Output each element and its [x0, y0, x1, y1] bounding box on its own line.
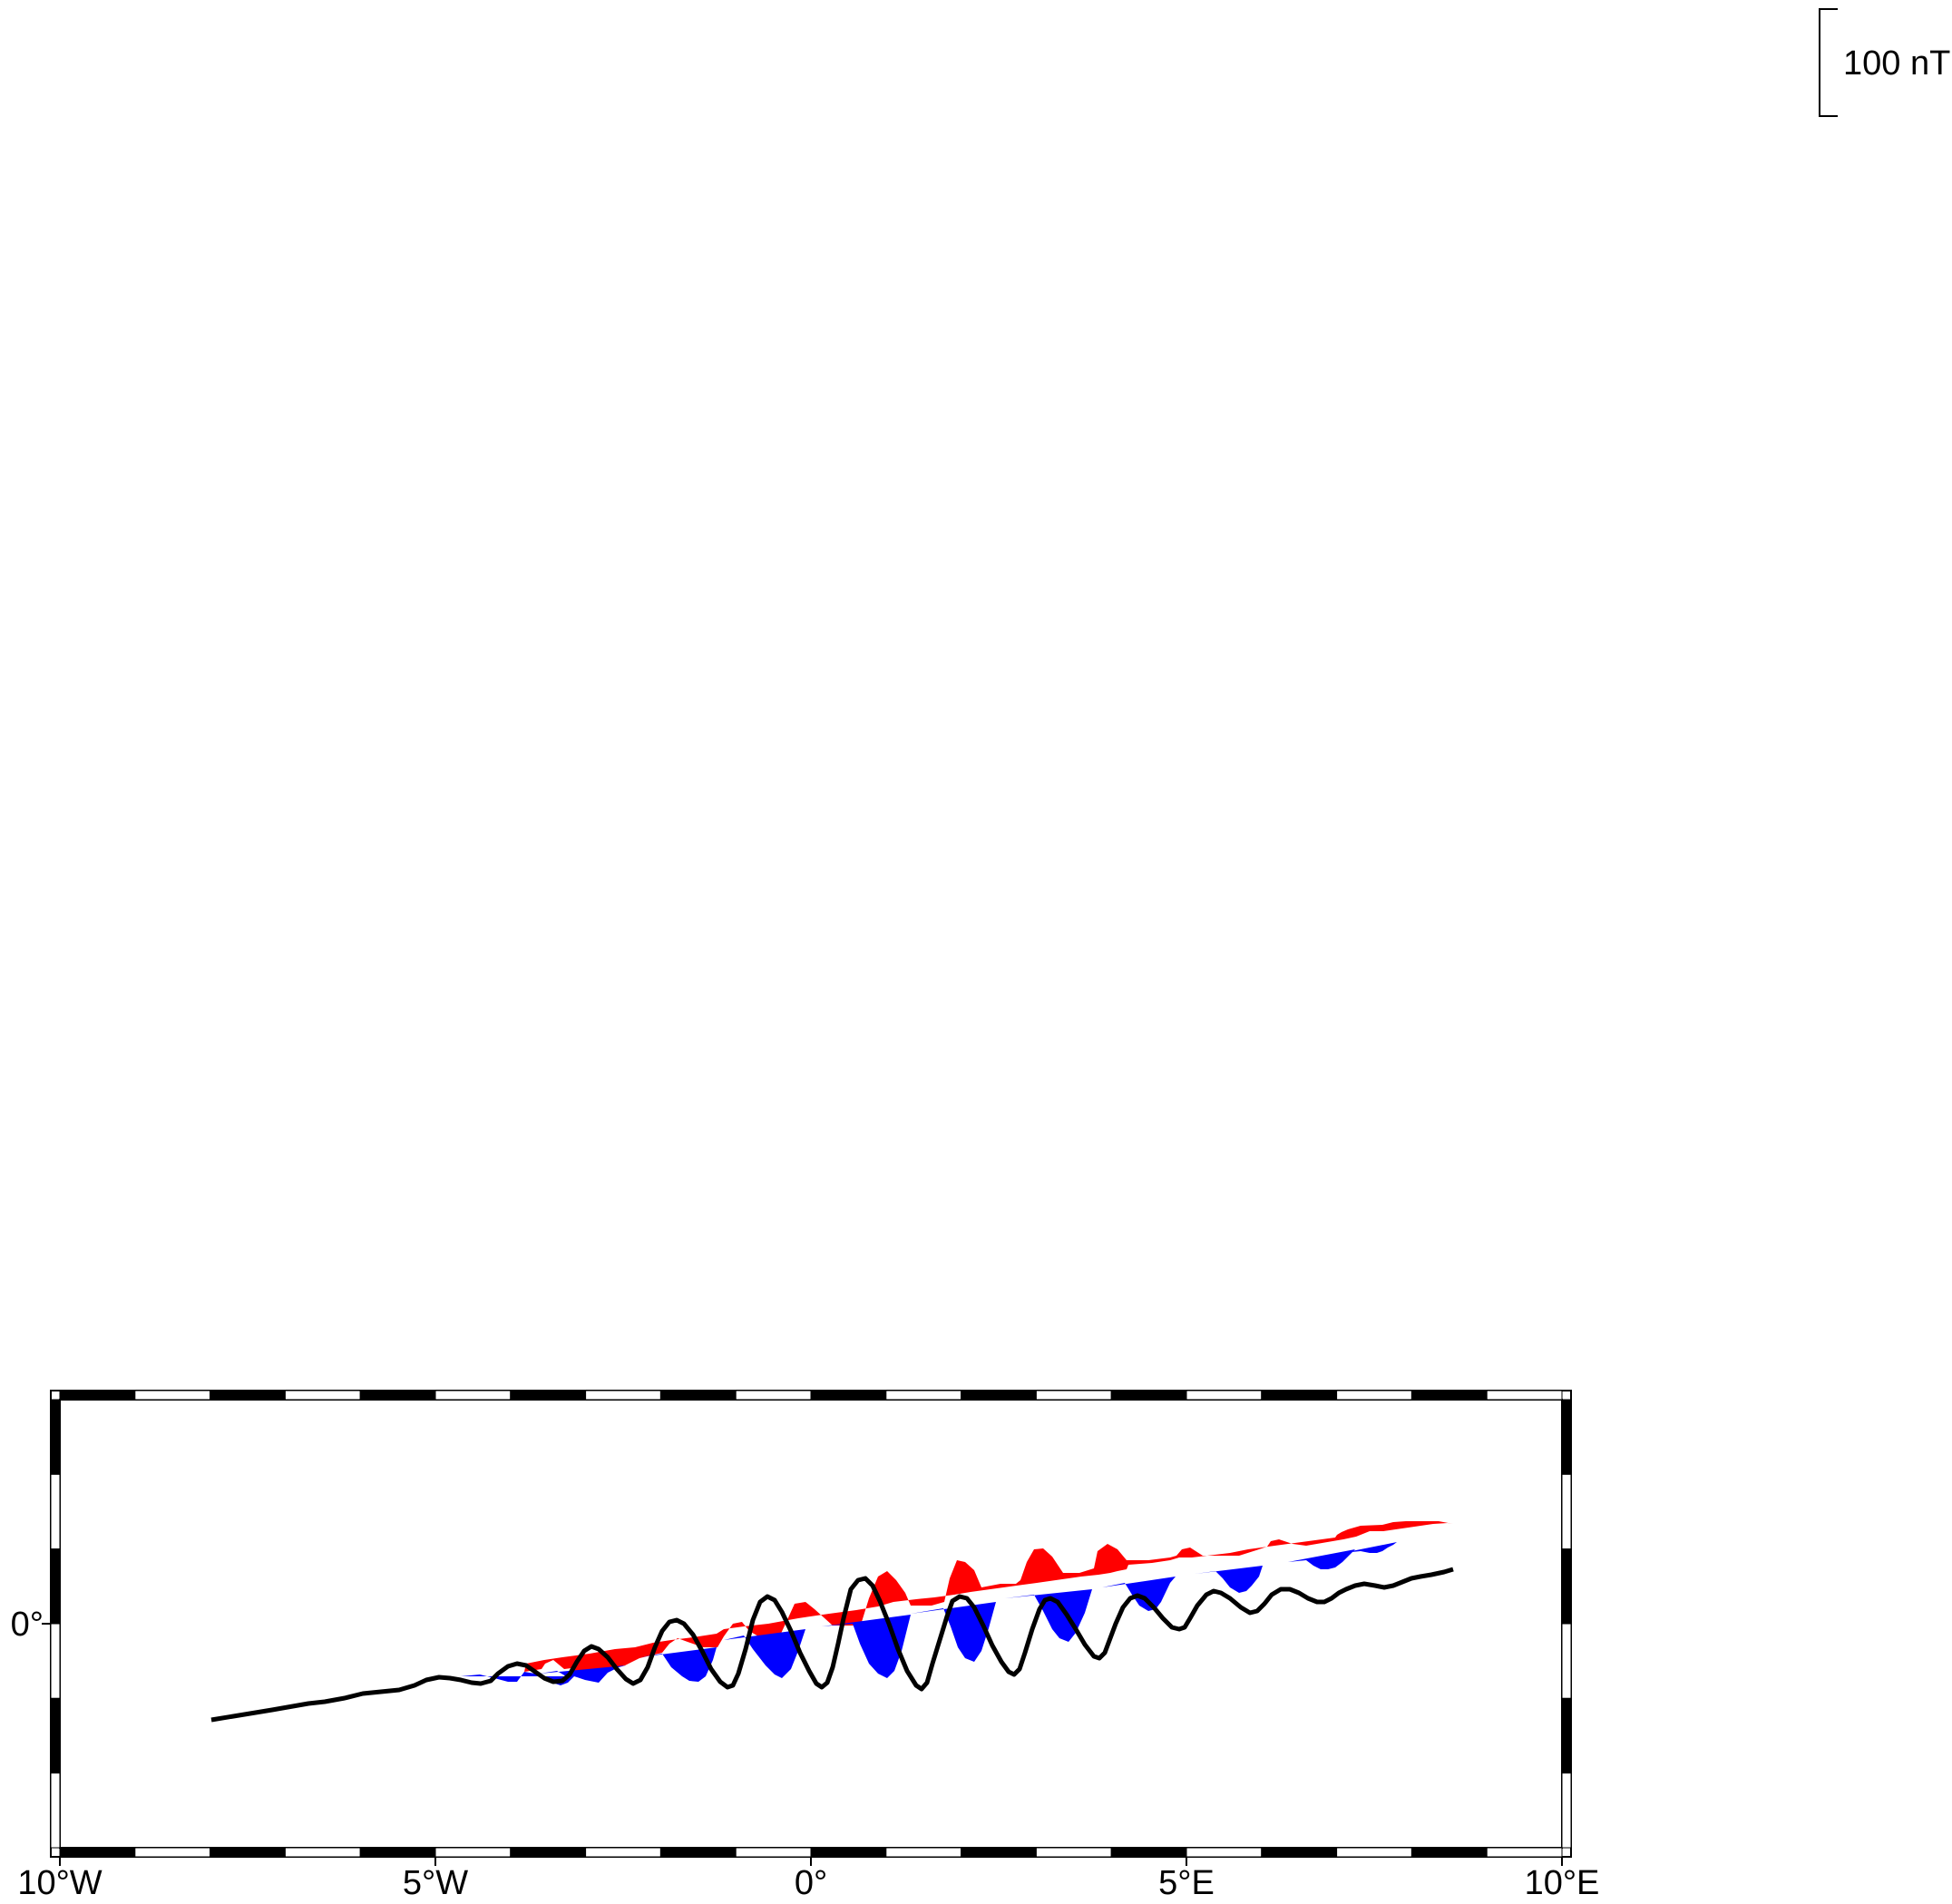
frame-segment-top — [284, 1390, 361, 1401]
frame-segment-bottom — [210, 1847, 286, 1858]
frame-segment-top — [735, 1390, 812, 1401]
frame-segment-top — [885, 1390, 962, 1401]
frame-segment-top — [810, 1390, 887, 1401]
frame-segment-top — [1261, 1390, 1338, 1401]
map-frame-inner — [59, 1399, 1563, 1849]
anomaly-track-line — [210, 1567, 1454, 1723]
frame-segment-top — [210, 1390, 286, 1401]
frame-segment-bottom — [810, 1847, 887, 1858]
frame-segment-bottom — [434, 1847, 512, 1858]
frame-segment-bottom — [1186, 1847, 1263, 1858]
frame-segment-top — [1186, 1390, 1263, 1401]
frame-segment-left — [50, 1772, 61, 1849]
lon-label-5e: 5°E — [1158, 1864, 1215, 1902]
frame-segment-left — [50, 1623, 61, 1699]
frame-segment-top — [134, 1390, 211, 1401]
scale-bar-bracket — [1819, 8, 1838, 117]
frame-segment-bottom — [1035, 1847, 1112, 1858]
frame-segment-right — [1561, 1548, 1572, 1625]
frame-segment-top — [1035, 1390, 1112, 1401]
frame-segment-right — [1561, 1697, 1572, 1774]
frame-segment-top — [359, 1390, 436, 1401]
scale-bar-label: 100 nT — [1843, 44, 1950, 83]
frame-segment-top — [1110, 1390, 1187, 1401]
lat-label-0: 0° — [11, 1606, 44, 1644]
frame-segment-right — [1561, 1772, 1572, 1849]
frame-segment-bottom — [59, 1847, 136, 1858]
frame-segment-right — [1561, 1399, 1572, 1475]
frame-segment-top — [510, 1390, 587, 1401]
frame-segment-left — [50, 1548, 61, 1625]
map-frame — [42, 1390, 1572, 1866]
frame-segment-left — [50, 1697, 61, 1774]
scale-bar: 100 nT — [1819, 8, 1950, 117]
frame-segment-bottom — [885, 1847, 962, 1858]
frame-segment-top — [1336, 1390, 1412, 1401]
frame-segment-bottom — [1336, 1847, 1412, 1858]
frame-segment-bottom — [1410, 1847, 1488, 1858]
frame-segment-top — [1486, 1390, 1563, 1401]
lon-label-0: 0° — [795, 1864, 827, 1902]
frame-segment-bottom — [1110, 1847, 1187, 1858]
frame-segment-bottom — [961, 1847, 1037, 1858]
frame-segment-top — [961, 1390, 1037, 1401]
longitude-labels: 10°W 5°W 0° 5°E 10°E — [17, 1864, 1599, 1902]
frame-segment-bottom — [1261, 1847, 1338, 1858]
frame-segment-left — [50, 1399, 61, 1475]
frame-segment-bottom — [134, 1847, 211, 1858]
frame-segment-top — [1410, 1390, 1488, 1401]
frame-segment-bottom — [659, 1847, 737, 1858]
map-frame-outer — [50, 1390, 1572, 1858]
frame-segment-bottom — [585, 1847, 661, 1858]
frame-segment-top — [659, 1390, 737, 1401]
frame-segment-right — [1561, 1623, 1572, 1699]
frame-segment-bottom — [735, 1847, 812, 1858]
frame-segment-top — [434, 1390, 512, 1401]
frame-ticks — [42, 1390, 1572, 1866]
frame-segment-bottom — [359, 1847, 436, 1858]
lon-label-10w: 10°W — [17, 1864, 102, 1902]
latitude-labels: 0° — [11, 1606, 44, 1644]
frame-segment-top — [59, 1390, 136, 1401]
frame-segment-right — [1561, 1473, 1572, 1550]
frame-segment-top — [585, 1390, 661, 1401]
positive-anomaly-fill — [524, 1521, 1453, 1676]
frame-segment-bottom — [284, 1847, 361, 1858]
frame-segment-bottom — [1486, 1847, 1563, 1858]
lon-label-10e: 10°E — [1525, 1864, 1600, 1902]
lon-label-5w: 5°W — [403, 1864, 468, 1902]
frame-segment-bottom — [510, 1847, 587, 1858]
frame-segment-left — [50, 1473, 61, 1550]
wiggle-plot — [210, 1521, 1454, 1723]
